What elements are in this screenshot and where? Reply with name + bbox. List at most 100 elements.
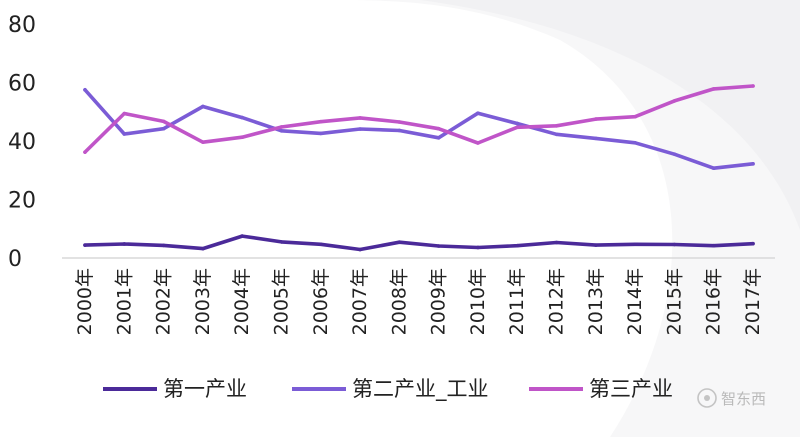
data-point	[711, 243, 716, 248]
x-tick-label: 2000年	[74, 268, 96, 335]
data-point	[476, 245, 480, 250]
x-tick-label: 2009年	[428, 268, 450, 335]
data-point	[515, 121, 520, 126]
x-tick-label: 2015年	[663, 268, 685, 335]
data-point	[751, 84, 755, 88]
x-tick-label: 2003年	[192, 268, 214, 335]
x-tick-label: 2004年	[231, 268, 253, 335]
data-point	[201, 140, 205, 144]
series-line	[83, 84, 755, 154]
data-point	[83, 150, 87, 154]
data-point	[515, 243, 520, 248]
x-tick-label: 2001年	[113, 268, 135, 335]
background-swoosh-inner	[420, 0, 800, 230]
x-tick-label: 2006年	[310, 268, 332, 335]
data-point	[122, 132, 127, 136]
series-line	[83, 234, 755, 252]
data-point	[672, 99, 677, 103]
data-point	[358, 127, 362, 131]
background-decoration	[330, 0, 800, 437]
data-point	[279, 125, 284, 129]
data-point	[279, 240, 284, 244]
data-point	[633, 242, 637, 247]
data-point	[397, 120, 402, 124]
legend-item: 第二产业_工业	[292, 377, 489, 402]
data-point	[436, 135, 441, 140]
data-point	[633, 114, 637, 119]
data-point	[201, 104, 205, 109]
data-point	[436, 126, 441, 131]
data-point	[161, 243, 166, 248]
data-point	[240, 234, 244, 238]
data-point	[633, 140, 637, 145]
legend-label: 第二产业_工业	[352, 377, 489, 402]
y-tick-label: 60	[8, 72, 36, 97]
series-2	[83, 88, 755, 171]
series-3	[83, 84, 755, 154]
data-point	[554, 240, 559, 245]
data-point	[436, 244, 441, 248]
data-point	[711, 87, 716, 91]
data-point	[594, 117, 598, 121]
data-point	[358, 116, 362, 120]
watermark-logo-icon	[697, 388, 717, 408]
legend-item: 第一产业	[103, 377, 247, 401]
x-tick-label: 2002年	[153, 268, 175, 335]
x-tick-label: 2014年	[624, 268, 646, 335]
background-swoosh	[330, 0, 800, 437]
data-point	[476, 111, 480, 116]
data-point	[672, 242, 677, 247]
data-point	[515, 125, 520, 130]
data-point	[161, 126, 166, 131]
watermark: 智东西	[697, 388, 766, 408]
legend-label: 第三产业	[589, 377, 673, 401]
data-point	[397, 240, 402, 245]
data-point	[672, 152, 677, 156]
series-lines	[83, 84, 755, 252]
data-point	[318, 119, 323, 124]
data-point	[201, 246, 205, 251]
x-tick-label: 2005年	[270, 268, 292, 335]
x-tick-label: 2007年	[349, 268, 371, 335]
data-point	[554, 123, 559, 128]
series-line	[83, 88, 755, 170]
y-tick-label: 40	[8, 130, 36, 155]
y-axis-ticks: 0 20 40 60 80	[8, 13, 36, 272]
data-point	[279, 128, 284, 133]
data-point	[161, 119, 166, 124]
x-tick-label: 2013年	[585, 268, 607, 335]
x-tick-label: 2008年	[388, 268, 410, 335]
data-point	[318, 131, 323, 136]
data-point	[751, 162, 755, 166]
legend-label: 第一产业	[163, 377, 247, 401]
x-tick-label: 2010年	[467, 268, 489, 335]
x-tick-label: 2016年	[703, 268, 725, 335]
data-point	[476, 141, 480, 145]
data-point	[358, 247, 362, 252]
data-point	[397, 128, 402, 133]
x-tick-label: 2012年	[546, 268, 568, 335]
x-tick-label: 2011年	[506, 268, 528, 335]
data-point	[318, 242, 323, 247]
y-tick-label: 80	[8, 13, 36, 38]
data-point	[83, 88, 87, 92]
y-tick-label: 0	[8, 247, 22, 272]
legend: 第一产业 第二产业_工业 第三产业	[103, 377, 673, 402]
data-point	[594, 136, 598, 141]
data-point	[240, 135, 244, 139]
data-point	[240, 115, 244, 120]
legend-item: 第三产业	[529, 377, 673, 401]
series-1	[83, 234, 755, 252]
x-axis-ticks: 2000年 2001年 2002年 2003年 2004年 2005年 2006年 2007年…	[74, 268, 764, 335]
data-point	[122, 111, 127, 116]
y-tick-label: 20	[8, 189, 36, 214]
data-point	[83, 243, 87, 247]
data-point	[751, 241, 755, 246]
data-point	[711, 166, 716, 171]
data-point	[122, 242, 127, 246]
x-tick-label: 2017年	[742, 268, 764, 335]
watermark-text: 智东西	[721, 390, 766, 408]
data-point	[594, 243, 598, 247]
data-point	[554, 132, 559, 137]
